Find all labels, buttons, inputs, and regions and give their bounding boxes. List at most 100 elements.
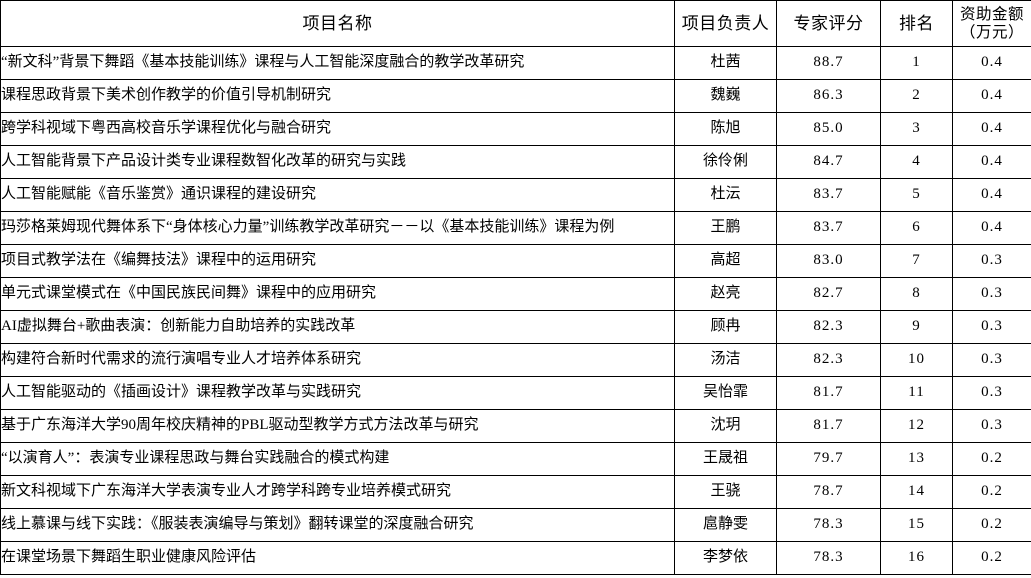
cell-expert-score: 83.7 xyxy=(776,211,881,245)
cell-project-leader: 沈玥 xyxy=(674,409,777,443)
column-header-amount-line2: （万元） xyxy=(959,23,1024,41)
cell-project-leader: 李梦依 xyxy=(674,541,777,575)
cell-project-title: AI虚拟舞台+歌曲表演：创新能力自助培养的实践改革 xyxy=(0,310,675,344)
cell-funding-amount: 0.4 xyxy=(952,145,1031,179)
cell-rank: 8 xyxy=(880,277,953,311)
cell-rank: 9 xyxy=(880,310,953,344)
column-header-leader: 项目负责人 xyxy=(674,0,777,47)
table-row: “以演育人”：表演专业课程思政与舞台实践融合的模式构建 王晟祖 79.7 13 0.2 xyxy=(0,442,1031,476)
cell-rank: 5 xyxy=(880,178,953,212)
cell-project-leader: 陈旭 xyxy=(674,112,777,146)
cell-expert-score: 85.0 xyxy=(776,112,881,146)
cell-funding-amount: 0.3 xyxy=(952,376,1031,410)
cell-rank: 10 xyxy=(880,343,953,377)
cell-project-leader: 王鹏 xyxy=(674,211,777,245)
cell-rank: 13 xyxy=(880,442,953,476)
cell-project-title: 单元式课堂模式在《中国民族民间舞》课程中的应用研究 xyxy=(0,277,675,311)
column-header-rank: 排名 xyxy=(880,0,953,47)
cell-funding-amount: 0.4 xyxy=(952,178,1031,212)
cell-funding-amount: 0.4 xyxy=(952,46,1031,80)
table-row: 人工智能赋能《音乐鉴赏》通识课程的建设研究 杜沄 83.7 5 0.4 xyxy=(0,178,1031,212)
cell-project-title: 人工智能背景下产品设计类专业课程数智化改革的研究与实践 xyxy=(0,145,675,179)
cell-rank: 14 xyxy=(880,475,953,509)
cell-project-title: “以演育人”：表演专业课程思政与舞台实践融合的模式构建 xyxy=(0,442,675,476)
table-row: 项目式教学法在《编舞技法》课程中的运用研究 高超 83.0 7 0.3 xyxy=(0,244,1031,278)
cell-funding-amount: 0.2 xyxy=(952,508,1031,542)
table-row: 课程思政背景下美术创作教学的价值引导机制研究 魏巍 86.3 2 0.4 xyxy=(0,79,1031,113)
cell-project-leader: 徐伶俐 xyxy=(674,145,777,179)
column-header-title: 项目名称 xyxy=(0,0,675,47)
cell-rank: 11 xyxy=(880,376,953,410)
cell-expert-score: 78.7 xyxy=(776,475,881,509)
cell-expert-score: 82.3 xyxy=(776,310,881,344)
cell-expert-score: 83.7 xyxy=(776,178,881,212)
cell-project-leader: 杜沄 xyxy=(674,178,777,212)
cell-expert-score: 78.3 xyxy=(776,541,881,575)
cell-project-title: 基于广东海洋大学90周年校庆精神的PBL驱动型教学方式方法改革与研究 xyxy=(0,409,675,443)
cell-funding-amount: 0.4 xyxy=(952,112,1031,146)
table-row: AI虚拟舞台+歌曲表演：创新能力自助培养的实践改革 顾冉 82.3 9 0.3 xyxy=(0,310,1031,344)
cell-expert-score: 78.3 xyxy=(776,508,881,542)
cell-expert-score: 86.3 xyxy=(776,79,881,113)
cell-project-title: 在课堂场景下舞蹈生职业健康风险评估 xyxy=(0,541,675,575)
table-body: “新文科”背景下舞蹈《基本技能训练》课程与人工智能深度融合的教学改革研究 杜茜 88… xyxy=(0,46,1031,575)
cell-rank: 2 xyxy=(880,79,953,113)
cell-project-leader: 汤洁 xyxy=(674,343,777,377)
cell-expert-score: 82.7 xyxy=(776,277,881,311)
cell-project-title: 人工智能赋能《音乐鉴赏》通识课程的建设研究 xyxy=(0,178,675,212)
cell-project-leader: 魏巍 xyxy=(674,79,777,113)
cell-funding-amount: 0.2 xyxy=(952,442,1031,476)
table-row: 跨学科视域下粤西高校音乐学课程优化与融合研究 陈旭 85.0 3 0.4 xyxy=(0,112,1031,146)
cell-project-leader: 赵亮 xyxy=(674,277,777,311)
cell-expert-score: 79.7 xyxy=(776,442,881,476)
table-row: 玛莎格莱姆现代舞体系下“身体核心力量”训练教学改革研究－－以《基本技能训练》课程… xyxy=(0,211,1031,245)
cell-expert-score: 81.7 xyxy=(776,409,881,443)
column-header-amount-line1: 资助金额 xyxy=(959,5,1024,23)
cell-rank: 6 xyxy=(880,211,953,245)
cell-rank: 15 xyxy=(880,508,953,542)
column-header-amount: 资助金额 （万元） xyxy=(952,0,1031,47)
column-header-score: 专家评分 xyxy=(776,0,881,47)
cell-rank: 3 xyxy=(880,112,953,146)
cell-project-leader: 王骁 xyxy=(674,475,777,509)
cell-project-leader: 吴怡霏 xyxy=(674,376,777,410)
cell-project-leader: 顾冉 xyxy=(674,310,777,344)
cell-rank: 4 xyxy=(880,145,953,179)
cell-project-title: 跨学科视域下粤西高校音乐学课程优化与融合研究 xyxy=(0,112,675,146)
cell-project-leader: 高超 xyxy=(674,244,777,278)
table-row: 在课堂场景下舞蹈生职业健康风险评估 李梦依 78.3 16 0.2 xyxy=(0,541,1031,575)
cell-funding-amount: 0.3 xyxy=(952,277,1031,311)
cell-rank: 16 xyxy=(880,541,953,575)
cell-rank: 12 xyxy=(880,409,953,443)
cell-funding-amount: 0.3 xyxy=(952,409,1031,443)
cell-project-title: 线上慕课与线下实践：《服装表演编导与策划》翻转课堂的深度融合研究 xyxy=(0,508,675,542)
cell-funding-amount: 0.3 xyxy=(952,244,1031,278)
cell-project-title: 人工智能驱动的《插画设计》课程教学改革与实践研究 xyxy=(0,376,675,410)
cell-project-title: 课程思政背景下美术创作教学的价值引导机制研究 xyxy=(0,79,675,113)
table-row: 新文科视域下广东海洋大学表演专业人才跨学科跨专业培养模式研究 王骁 78.7 14 0.… xyxy=(0,475,1031,509)
cell-funding-amount: 0.3 xyxy=(952,343,1031,377)
cell-project-title: 项目式教学法在《编舞技法》课程中的运用研究 xyxy=(0,244,675,278)
cell-project-title: 构建符合新时代需求的流行演唱专业人才培养体系研究 xyxy=(0,343,675,377)
cell-project-title: 玛莎格莱姆现代舞体系下“身体核心力量”训练教学改革研究－－以《基本技能训练》课程… xyxy=(0,211,675,245)
cell-project-title: 新文科视域下广东海洋大学表演专业人才跨学科跨专业培养模式研究 xyxy=(0,475,675,509)
cell-funding-amount: 0.4 xyxy=(952,79,1031,113)
table-row: 单元式课堂模式在《中国民族民间舞》课程中的应用研究 赵亮 82.7 8 0.3 xyxy=(0,277,1031,311)
cell-project-leader: 杜茜 xyxy=(674,46,777,80)
cell-funding-amount: 0.3 xyxy=(952,310,1031,344)
cell-rank: 7 xyxy=(880,244,953,278)
cell-funding-amount: 0.2 xyxy=(952,475,1031,509)
table-row: 线上慕课与线下实践：《服装表演编导与策划》翻转课堂的深度融合研究 扈静雯 78.3 1… xyxy=(0,508,1031,542)
cell-expert-score: 82.3 xyxy=(776,343,881,377)
cell-expert-score: 81.7 xyxy=(776,376,881,410)
table-row: “新文科”背景下舞蹈《基本技能训练》课程与人工智能深度融合的教学改革研究 杜茜 88… xyxy=(0,46,1031,80)
table-row: 基于广东海洋大学90周年校庆精神的PBL驱动型教学方式方法改革与研究 沈玥 81.7… xyxy=(0,409,1031,443)
cell-project-title: “新文科”背景下舞蹈《基本技能训练》课程与人工智能深度融合的教学改革研究 xyxy=(0,46,675,80)
cell-project-leader: 王晟祖 xyxy=(674,442,777,476)
header-row: 项目名称 项目负责人 专家评分 排名 资助金额 （万元） xyxy=(0,0,1031,47)
cell-funding-amount: 0.2 xyxy=(952,541,1031,575)
cell-expert-score: 84.7 xyxy=(776,145,881,179)
table-row: 人工智能背景下产品设计类专业课程数智化改革的研究与实践 徐伶俐 84.7 4 0.4 xyxy=(0,145,1031,179)
cell-expert-score: 83.0 xyxy=(776,244,881,278)
